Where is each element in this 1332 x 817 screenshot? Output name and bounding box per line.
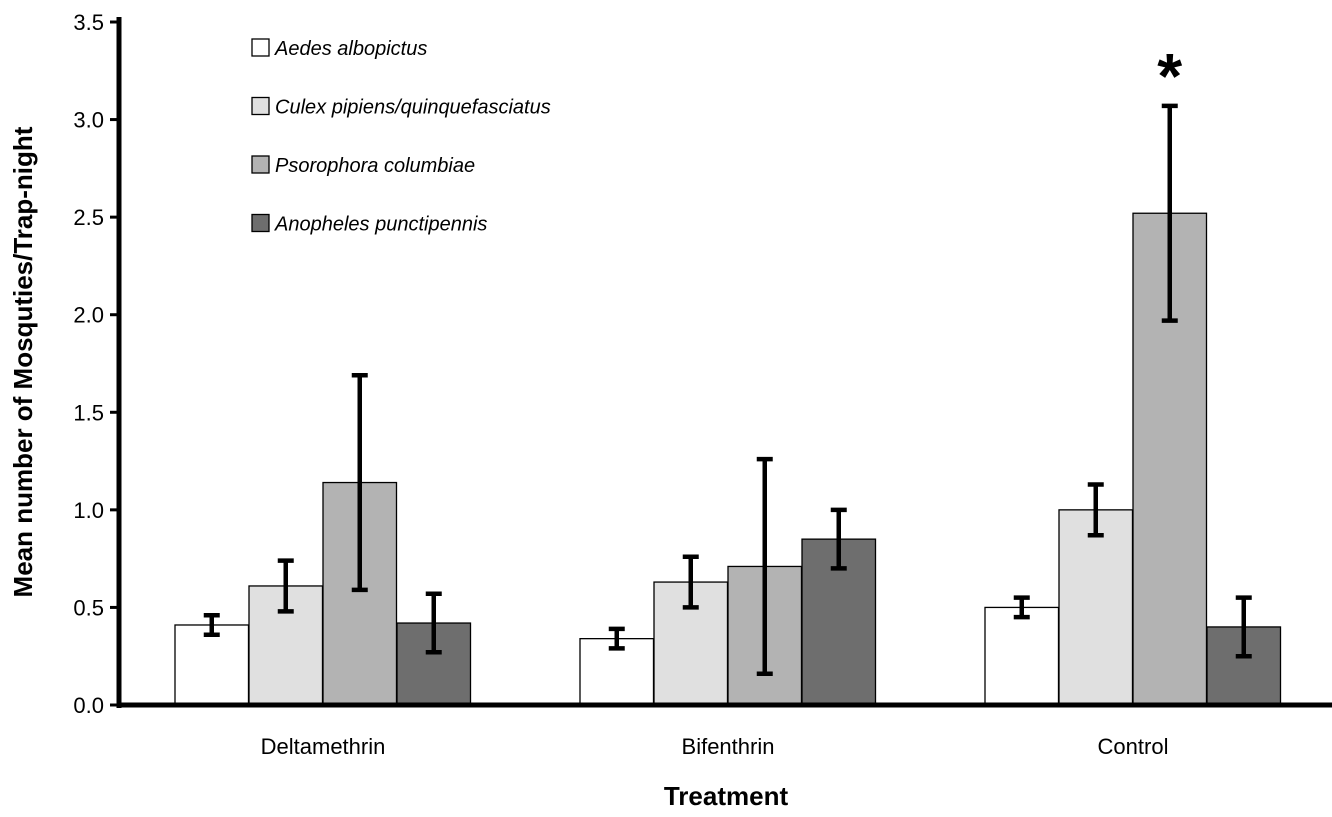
legend-swatch <box>251 155 270 174</box>
legend-swatch <box>251 96 270 116</box>
y-ticks-layer: 0.0 0.5 1.0 1.5 2.0 2.5 3.0 3.5 <box>73 10 119 718</box>
bar-control-culex-pipiens-quinquefasciatus <box>1058 509 1134 706</box>
legend: Aedes albopictus Culex pipiens/quinquefas… <box>251 38 551 236</box>
x-categories-layer: Deltamethrin Bifenthrin Control <box>261 734 1169 759</box>
x-axis-title: Treatment <box>664 781 789 811</box>
legend-label: Aedes albopictus <box>274 38 427 60</box>
legend-swatch <box>251 38 270 57</box>
error-bar-bifenthrin-culex-pipiens-quinquefasciatus <box>682 554 699 610</box>
legend-item-psorophora-columbiae: Psorophora columbiae <box>251 155 475 177</box>
y-tick-label: 0.0 <box>73 693 104 718</box>
error-bar-deltamethrin-aedes-albopictus <box>203 612 220 637</box>
error-bar-control-aedes-albopictus <box>1013 595 1030 620</box>
error-bars-layer <box>203 103 1252 677</box>
legend-swatch <box>251 213 270 233</box>
y-tick-label: 0.5 <box>73 595 104 620</box>
y-tick-label: 3.5 <box>73 10 104 35</box>
annotations-layer: * <box>1157 40 1182 112</box>
error-bar-deltamethrin-anopheles-punctipennis <box>425 591 442 655</box>
bar-deltamethrin-aedes-albopictus <box>174 624 250 706</box>
x-category-label-control: Control <box>1098 734 1169 759</box>
error-bar-deltamethrin-psorophora-columbiae <box>351 372 368 593</box>
y-tick-label: 1.0 <box>73 498 104 523</box>
y-tick-label: 2.0 <box>73 303 104 328</box>
error-bar-control-culex-pipiens-quinquefasciatus <box>1087 482 1104 538</box>
legend-label: Culex pipiens/quinquefasciatus <box>275 97 551 119</box>
legend-item-aedes-albopictus: Aedes albopictus <box>251 38 427 60</box>
error-bar-bifenthrin-anopheles-punctipennis <box>830 507 847 571</box>
error-bar-deltamethrin-culex-pipiens-quinquefasciatus <box>277 558 294 614</box>
error-bar-bifenthrin-psorophora-columbiae <box>756 456 773 677</box>
bar-deltamethrin-anopheles-punctipennis <box>396 622 472 706</box>
error-bar-control-psorophora-columbiae <box>1161 103 1178 323</box>
legend-item-anopheles-punctipennis: Anopheles punctipennis <box>251 213 487 236</box>
legend-item-culex-pipiens-quinquefasciatus: Culex pipiens/quinquefasciatus <box>251 96 551 119</box>
axes-layer <box>116 17 1332 708</box>
legend-label: Anopheles punctipennis <box>274 214 487 236</box>
bars-layer <box>174 212 1282 706</box>
y-tick-label: 1.5 <box>73 400 104 425</box>
error-bar-control-anopheles-punctipennis <box>1235 595 1252 659</box>
x-category-label-bifenthrin: Bifenthrin <box>682 734 775 759</box>
x-category-label-deltamethrin: Deltamethrin <box>261 734 386 759</box>
error-bar-bifenthrin-aedes-albopictus <box>608 626 625 651</box>
significance-marker: * <box>1157 40 1182 112</box>
y-tick-label: 3.0 <box>73 108 104 133</box>
legend-label: Psorophora columbiae <box>275 155 475 177</box>
y-axis-title: Mean number of Mosquties/Trap-night <box>8 126 38 597</box>
bar-control-aedes-albopictus <box>984 606 1060 706</box>
y-tick-label: 2.5 <box>73 205 104 230</box>
